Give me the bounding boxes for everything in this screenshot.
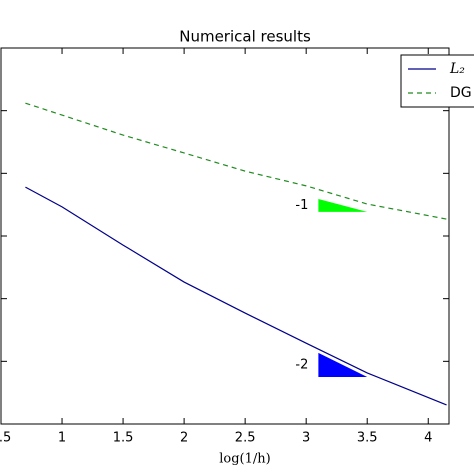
x-tick-label: 4 — [424, 431, 432, 446]
x-tick-label: 1.5 — [113, 431, 134, 446]
x-tick-label: 2 — [180, 431, 188, 446]
x-tick-label: 1 — [58, 431, 66, 446]
slope-label: -1 — [295, 198, 308, 213]
x-tick-label: 3 — [302, 431, 310, 446]
plot-frame — [0, 47, 450, 425]
x-tick-label: 2.5 — [235, 431, 256, 446]
x-tick-label: 3.5 — [357, 431, 378, 446]
slope-label: -2 — [295, 357, 308, 372]
legend-label: L₂ — [449, 61, 465, 77]
x-tick-label: 0.5 — [0, 431, 11, 446]
series-line — [25, 186, 447, 406]
slope-triangle — [318, 199, 368, 212]
x-axis-label: log(1/h) — [219, 452, 270, 467]
series-line — [25, 102, 447, 220]
legend-label: DG — [450, 85, 472, 101]
chart-title: Numerical results — [179, 28, 311, 46]
legend-box — [400, 54, 474, 108]
slope-triangle — [318, 352, 368, 377]
